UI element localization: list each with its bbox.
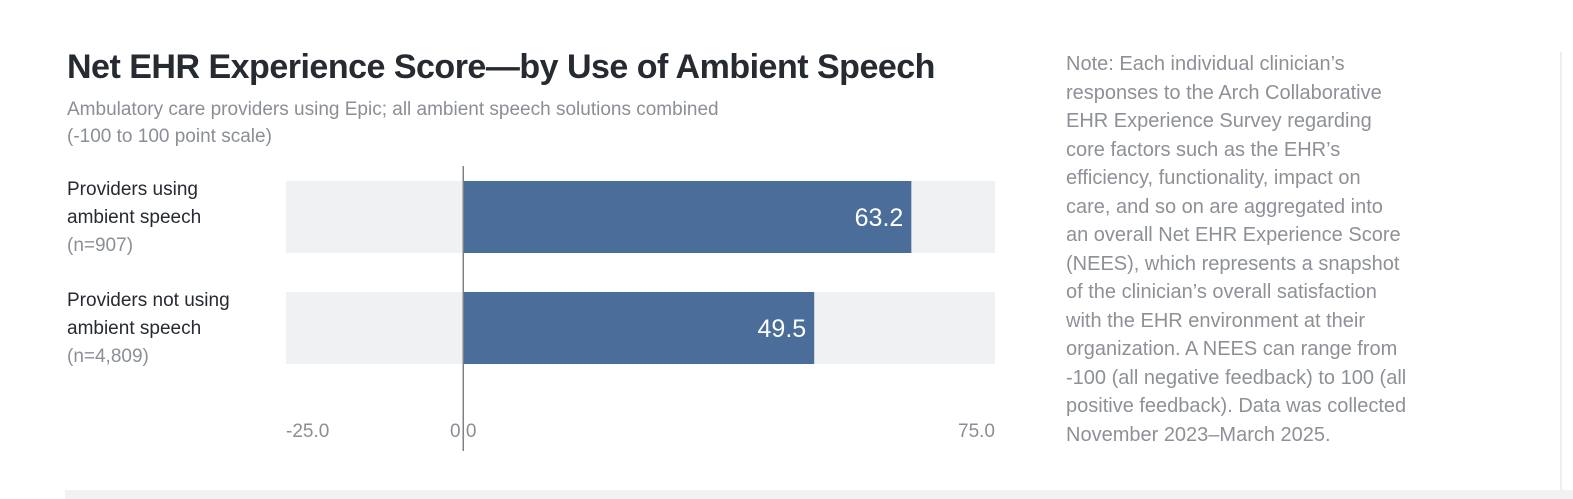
category-label: Providers using ambient speech (n=907) <box>67 176 201 260</box>
divider <box>1560 52 1562 492</box>
sample-size: (n=4,809) <box>67 346 149 367</box>
bar <box>463 292 815 364</box>
note-line: (NEES), which represents a snapshot <box>1066 252 1400 275</box>
sample-size: (n=907) <box>67 235 134 256</box>
footer-band <box>65 490 1573 499</box>
note-line: positive feedback). Data was collected <box>1066 395 1407 417</box>
category-name: Providers using <box>67 179 198 200</box>
note-line: Note: Each individual clinician’s <box>1066 53 1345 75</box>
chart-note: Note: Each individual clinician’s respons… <box>1066 50 1406 449</box>
note-line: EHR Experience Survey regarding <box>1066 110 1372 132</box>
note-line: an overall Net EHR Experience Score <box>1066 224 1401 246</box>
x-tick-label: 75.0 <box>958 421 995 442</box>
note-line: of the clinician’s overall satisfaction <box>1066 281 1377 303</box>
data-label: 49.5 <box>758 315 807 343</box>
note-line: core factors such as the EHR’s <box>1066 138 1341 161</box>
category-label: Providers not using ambient speech (n=4,… <box>67 287 230 371</box>
note-line: organization. A NEES can range from <box>1066 338 1398 360</box>
x-tick-label: -25.0 <box>286 421 329 442</box>
category-name: ambient speech <box>67 207 202 228</box>
bar-chart: 63.2 49.5 -25.0 0.0 75.0 <box>286 166 995 451</box>
bar <box>463 181 912 253</box>
note-line: efficiency, functionality, impact on <box>1066 167 1361 189</box>
subtitle-line: Ambulatory care providers using Epic; al… <box>67 99 719 120</box>
x-tick-label: 0.0 <box>450 421 476 442</box>
data-label: 63.2 <box>855 204 904 232</box>
note-line: -100 (all negative feedback) to 100 (all <box>1066 366 1407 389</box>
category-name: ambient speech <box>67 318 202 339</box>
chart-subtitle: Ambulatory care providers using Epic; al… <box>67 96 719 150</box>
note-line: responses to the Arch Collaborative <box>1066 81 1382 104</box>
category-name: Providers not using <box>67 290 230 311</box>
chart-title: Net EHR Experience Score—by Use of Ambie… <box>67 48 935 86</box>
note-line: care, and so on are aggregated into <box>1066 195 1383 218</box>
note-line: with the EHR environment at their <box>1066 309 1366 332</box>
note-line: November 2023–March 2025. <box>1066 423 1331 446</box>
subtitle-line: (-100 to 100 point scale) <box>67 126 272 147</box>
